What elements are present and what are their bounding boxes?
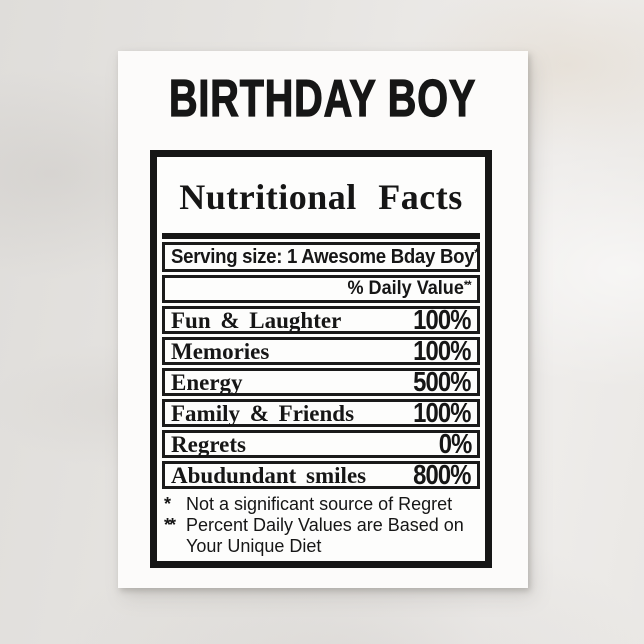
footnote-text-line-1: Percent Daily Values are Based on	[186, 515, 464, 535]
footnote-regret: * Not a significant source of Regret	[164, 494, 478, 515]
fact-row-energy: Energy 500%	[162, 368, 480, 396]
footnote-marker: *	[164, 494, 171, 514]
fact-row-family-friends: Family & Friends 100%	[162, 399, 480, 427]
fact-value: 100%	[413, 397, 472, 428]
fact-value: 500%	[413, 366, 472, 397]
fact-value: 100%	[413, 304, 472, 335]
fact-row-memories: Memories 100%	[162, 337, 480, 365]
fact-value: 100%	[413, 335, 472, 366]
fact-row-fun-laughter: Fun & Laughter 100%	[162, 306, 480, 334]
daily-value-row: % Daily Value**	[162, 275, 480, 303]
fact-value: 800%	[413, 459, 472, 490]
daily-value-text: % Daily Value	[347, 278, 465, 299]
footnote-marker: **	[164, 515, 176, 535]
serving-size-footnote-marker: *	[474, 245, 478, 260]
card-title: BIRTHDAY BOY	[118, 68, 528, 128]
fact-name: Fun & Laughter	[171, 308, 342, 333]
nutrition-facts-heading-text: Nutritional Facts	[179, 177, 463, 217]
fact-name: Regrets	[171, 432, 246, 457]
fact-name: Abudundant smiles	[171, 463, 367, 488]
fact-name: Memories	[171, 339, 270, 364]
serving-size-row: Serving size: 1 Awesome Bday Boy*	[162, 242, 480, 272]
card-title-text: BIRTHDAY BOY	[169, 68, 477, 128]
daily-value-text-wrap: % Daily Value**	[347, 278, 472, 300]
postcard: BIRTHDAY BOY Nutritional Facts Serving s…	[118, 51, 528, 588]
fact-row-regrets: Regrets 0%	[162, 430, 480, 458]
daily-value-footnote-marker: **	[464, 278, 472, 292]
serving-size-text: Serving size: 1 Awesome Bday Boy	[171, 245, 475, 268]
fact-value: 0%	[438, 428, 472, 459]
footnotes: * Not a significant source of Regret ** …	[162, 492, 480, 557]
nutrition-facts-label: Nutritional Facts Serving size: 1 Awesom…	[150, 150, 492, 568]
footnote-daily-values: ** Percent Daily Values are Based on You…	[164, 515, 478, 557]
fact-name: Family & Friends	[171, 401, 355, 426]
nutrition-facts-heading: Nutritional Facts	[162, 161, 480, 239]
serving-size-text-wrap: Serving size: 1 Awesome Bday Boy*	[171, 245, 479, 269]
footnote-text-line-2: Your Unique Diet	[186, 536, 322, 556]
footnote-text: Not a significant source of Regret	[186, 494, 453, 514]
fact-name: Energy	[171, 370, 243, 395]
footnote-text: Percent Daily Values are Based on Your U…	[186, 515, 478, 557]
fact-row-abundant-smiles: Abudundant smiles 800%	[162, 461, 480, 489]
